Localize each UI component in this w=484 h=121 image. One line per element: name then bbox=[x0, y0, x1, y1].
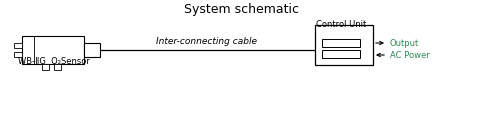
Text: AC Power: AC Power bbox=[390, 50, 430, 60]
Text: Output: Output bbox=[390, 38, 419, 48]
Text: Inter-connecting cable: Inter-connecting cable bbox=[156, 37, 257, 46]
Text: WB-ⅡG  O₂Sensor: WB-ⅡG O₂Sensor bbox=[18, 57, 90, 66]
Bar bbox=[22, 36, 84, 64]
Text: System schematic: System schematic bbox=[184, 3, 300, 16]
Bar bbox=[42, 64, 49, 70]
Bar bbox=[54, 64, 61, 70]
Text: Control Unit: Control Unit bbox=[316, 20, 366, 29]
Bar bbox=[315, 25, 373, 65]
Bar bbox=[14, 43, 22, 48]
Bar bbox=[322, 50, 360, 58]
Bar bbox=[322, 39, 360, 47]
Bar bbox=[14, 52, 22, 57]
Bar bbox=[84, 43, 100, 57]
